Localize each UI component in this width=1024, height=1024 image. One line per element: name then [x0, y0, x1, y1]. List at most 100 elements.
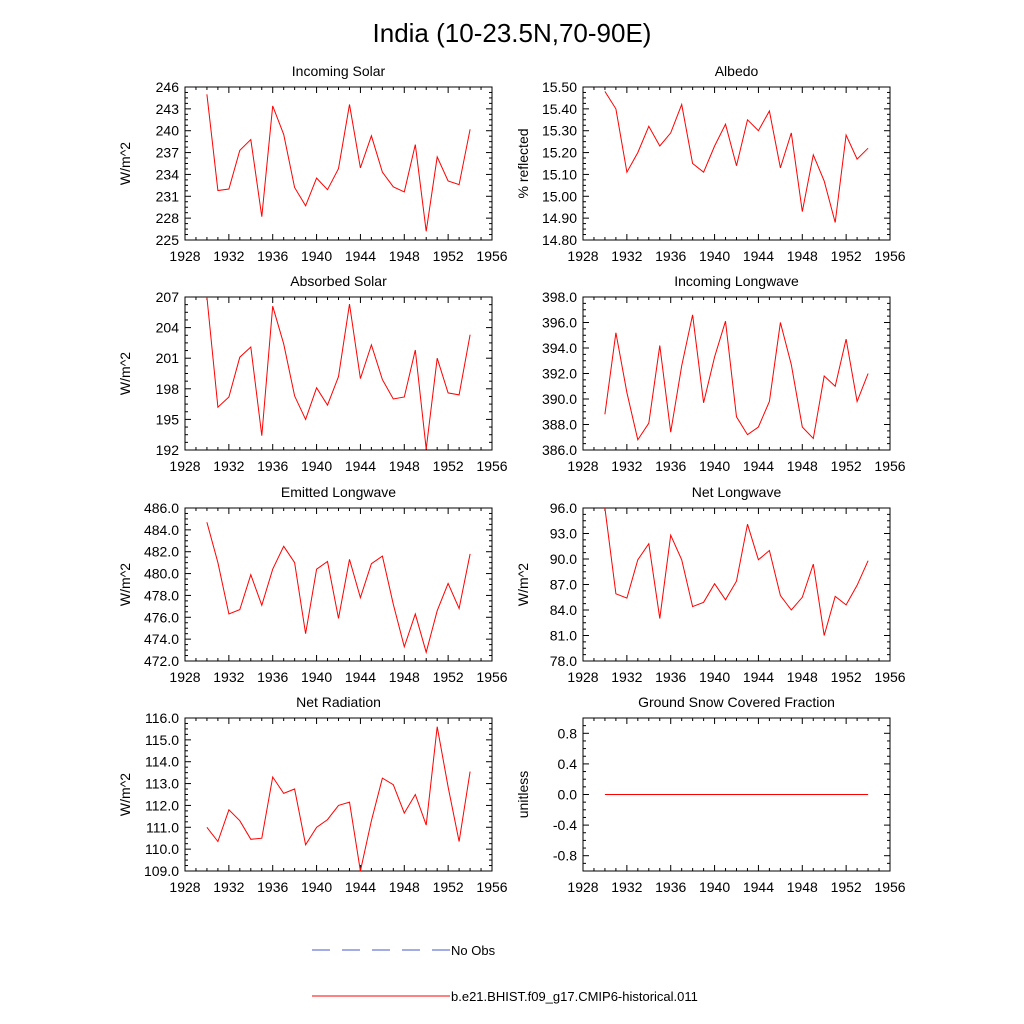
y-tick-label: 484.0	[144, 522, 179, 538]
y-axis-label: % reflected	[515, 128, 531, 198]
y-tick-label: 0.0	[558, 787, 578, 803]
series-line	[604, 91, 869, 223]
y-tick-label: 398.0	[542, 289, 577, 305]
legend-label-no-obs: No Obs	[451, 943, 496, 958]
y-tick-label: 482.0	[144, 544, 179, 560]
x-tick-label: 1944	[345, 458, 376, 474]
x-tick-label: 1944	[743, 879, 774, 895]
panel-title: Net Radiation	[296, 694, 381, 710]
x-tick-label: 1936	[655, 248, 686, 264]
x-tick-label: 1928	[169, 879, 200, 895]
y-tick-label: 480.0	[144, 566, 179, 582]
plot-frame	[582, 86, 891, 241]
x-tick-label: 1956	[874, 458, 905, 474]
x-tick-label: 1940	[699, 669, 730, 685]
y-tick-label: 15.00	[542, 188, 577, 204]
x-tick-label: 1956	[476, 458, 507, 474]
x-tick-label: 1936	[257, 879, 288, 895]
x-tick-label: 1936	[257, 248, 288, 264]
y-tick-label: 246	[156, 79, 180, 95]
x-tick-label: 1956	[874, 879, 905, 895]
panel-net-radiation: Net Radiation W/m^2 1928 1932 1936 1940 1944 19…	[117, 694, 508, 895]
x-tick-label: 1932	[611, 879, 642, 895]
x-tick-label: 1944	[345, 669, 376, 685]
y-tick-label: 78.0	[550, 653, 577, 669]
y-tick-label: 112.0	[145, 797, 179, 813]
x-tick-label: 1948	[787, 879, 818, 895]
x-tick-label: 1928	[567, 879, 598, 895]
y-tick-label: 478.0	[144, 587, 179, 603]
x-tick-label: 1928	[567, 248, 598, 264]
x-tick-label: 1928	[567, 669, 598, 685]
y-tick-label: 113.0	[145, 776, 179, 792]
x-tick-label: 1956	[476, 879, 507, 895]
panel-title: Ground Snow Covered Fraction	[638, 694, 835, 710]
y-axis-label: W/m^2	[515, 563, 531, 606]
y-tick-label: 228	[156, 210, 180, 226]
y-tick-label: 486.0	[144, 500, 179, 516]
x-tick-label: 1952	[433, 669, 464, 685]
y-tick-label: 15.20	[542, 145, 577, 161]
x-tick-label: 1940	[301, 879, 332, 895]
x-tick-label: 1936	[655, 879, 686, 895]
x-tick-label: 1944	[743, 669, 774, 685]
y-tick-label: 15.40	[542, 101, 577, 117]
x-tick-label: 1952	[831, 248, 862, 264]
panel-net-longwave: Net Longwave W/m^2 1928 1932 1936 1940 1944 194…	[515, 484, 906, 685]
x-tick-label: 1940	[301, 248, 332, 264]
panel-title: Albedo	[715, 63, 759, 79]
y-tick-label: 192	[156, 442, 180, 458]
y-tick-label: 114.0	[145, 754, 179, 770]
x-tick-label: 1952	[433, 879, 464, 895]
y-tick-label: 14.80	[542, 232, 577, 248]
x-tick-label: 1932	[213, 879, 244, 895]
y-tick-label: 240	[156, 123, 180, 139]
x-tick-label: 1944	[743, 458, 774, 474]
x-tick-label: 1948	[389, 458, 420, 474]
y-tick-label: 394.0	[542, 340, 577, 356]
panel-incoming-solar: Incoming Solar W/m^2 1928 1932 1936 1940 1944 1…	[117, 63, 508, 264]
y-tick-label: 15.10	[542, 166, 577, 182]
series-line	[206, 726, 471, 872]
x-tick-label: 1932	[611, 669, 642, 685]
panel-absorbed-solar: Absorbed Solar W/m^2 1928 1932 1936 1940 1944 1…	[117, 273, 508, 474]
y-tick-label: 201	[156, 350, 180, 366]
y-tick-label: 225	[156, 232, 180, 248]
y-tick-label: 195	[156, 411, 180, 427]
panel-title: Emitted Longwave	[281, 484, 396, 500]
y-tick-label: 476.0	[144, 609, 179, 625]
y-axis-label: W/m^2	[117, 563, 133, 606]
x-tick-label: 1932	[213, 458, 244, 474]
y-tick-label: 14.90	[542, 210, 577, 226]
page-title: India (10-23.5N,70-90E)	[373, 18, 652, 48]
x-tick-label: 1936	[655, 669, 686, 685]
y-tick-label: 390.0	[542, 391, 577, 407]
y-tick-label: 231	[156, 188, 180, 204]
y-tick-label: 0.8	[558, 725, 578, 741]
x-tick-label: 1928	[169, 458, 200, 474]
y-axis-label: W/m^2	[117, 142, 133, 185]
y-tick-label: -0.8	[553, 848, 577, 864]
x-tick-label: 1944	[743, 248, 774, 264]
series-line	[206, 522, 471, 655]
y-tick-label: 472.0	[144, 653, 179, 669]
x-tick-label: 1948	[389, 669, 420, 685]
x-tick-label: 1928	[169, 669, 200, 685]
x-tick-label: 1948	[787, 248, 818, 264]
x-tick-label: 1952	[831, 879, 862, 895]
panel-title: Absorbed Solar	[290, 273, 387, 289]
x-tick-label: 1952	[831, 458, 862, 474]
y-tick-label: 115.0	[145, 732, 179, 748]
y-tick-label: 234	[156, 166, 180, 182]
y-tick-label: 93.0	[550, 526, 577, 542]
series-line	[206, 94, 471, 232]
series-line	[604, 314, 869, 442]
panel-emitted-longwave: Emitted Longwave W/m^2 1928 1932 1936 1940 194…	[117, 484, 508, 685]
y-axis-label: unitless	[515, 771, 531, 818]
x-tick-label: 1956	[476, 248, 507, 264]
y-tick-label: 204	[156, 320, 180, 336]
x-tick-label: 1936	[257, 669, 288, 685]
panel-incoming-longwave: Incoming Longwave 1928 1932 1936 1940 1944 194…	[542, 273, 906, 474]
x-tick-label: 1932	[611, 458, 642, 474]
